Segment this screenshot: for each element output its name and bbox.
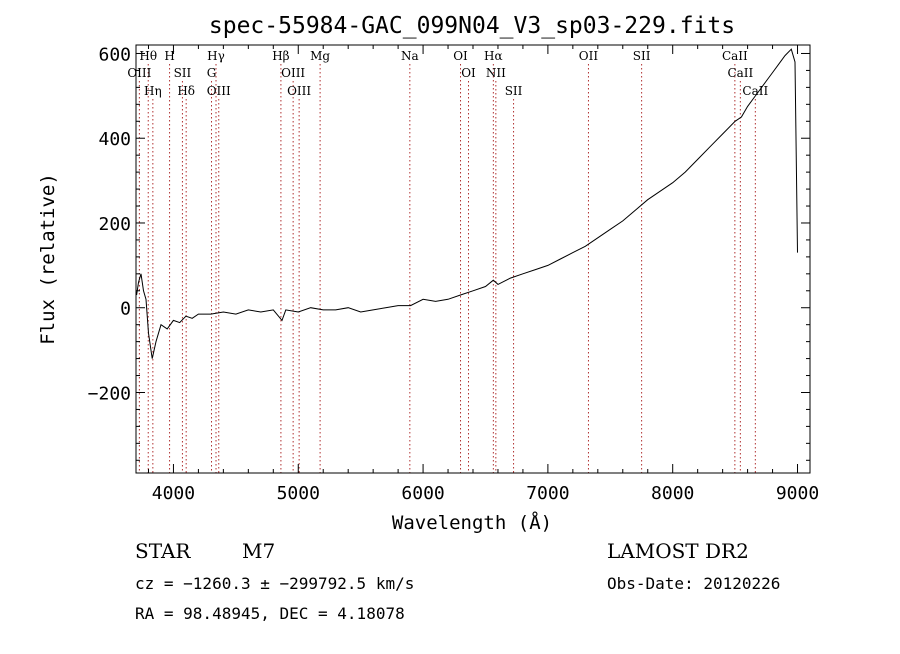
chart-title: spec-55984-GAC_099N04_V3_sp03-229.fits (209, 13, 735, 39)
line-marker-label: CaII (727, 66, 753, 80)
line-marker-label: NII (486, 66, 506, 80)
axis-ticks: 4000 5000 6000 7000 8000 9000 −200 0 200 400 600 (88, 44, 820, 504)
line-marker-label: G (207, 66, 217, 80)
line-marker-label: SII (174, 66, 192, 80)
object-subclass: M7 (242, 539, 275, 563)
line-marker-label: OI (461, 66, 476, 80)
x-tick-label: 8000 (651, 483, 694, 504)
line-marker-label: H (164, 49, 174, 63)
line-marker-label: OIII (287, 84, 311, 98)
y-tick-label: 0 (120, 299, 131, 320)
survey-name: LAMOST DR2 (607, 539, 749, 563)
line-marker-label: Hα (484, 49, 503, 63)
line-marker-label: CaII (722, 49, 748, 63)
x-axis-label: Wavelength (Å) (392, 511, 552, 534)
x-tick-label: 5000 (277, 483, 320, 504)
line-marker-label: OIII (207, 84, 231, 98)
line-marker-label: OII (579, 49, 599, 63)
plot-frame (135, 44, 811, 474)
x-tick-label: 6000 (401, 483, 444, 504)
y-tick-label: −200 (88, 383, 131, 404)
object-class: STAR (135, 539, 191, 563)
obs-date: Obs-Date: 20120226 (607, 574, 780, 593)
y-tick-label: 600 (98, 44, 131, 65)
line-marker-label: OI (453, 49, 468, 63)
line-marker-label: Hη (144, 84, 162, 98)
spectrum-line (136, 48, 798, 359)
y-axis-label: Flux (relative) (37, 173, 59, 345)
x-tick-label: 9000 (776, 483, 819, 504)
line-marker-label: Na (401, 49, 419, 63)
line-marker-label: SII (633, 49, 651, 63)
line-marker-label: Hδ (177, 84, 195, 98)
x-tick-label: 7000 (526, 483, 569, 504)
y-tick-label: 400 (98, 129, 131, 150)
coordinates-line: RA = 98.48945, DEC = 4.18078 (135, 604, 405, 623)
line-marker-label: OIII (127, 66, 151, 80)
line-marker-label: Hβ (272, 49, 289, 63)
line-marker-label: Mg (310, 49, 330, 63)
x-tick-label: 4000 (152, 483, 195, 504)
y-tick-label: 200 (98, 214, 131, 235)
line-marker-label: Hγ (207, 49, 225, 63)
redshift-line: cz = −1260.3 ± −299792.5 km/s (135, 574, 414, 593)
line-marker-label: SII (505, 84, 523, 98)
line-marker-label: OIII (281, 66, 305, 80)
line-marker-label: Hθ (139, 49, 157, 63)
